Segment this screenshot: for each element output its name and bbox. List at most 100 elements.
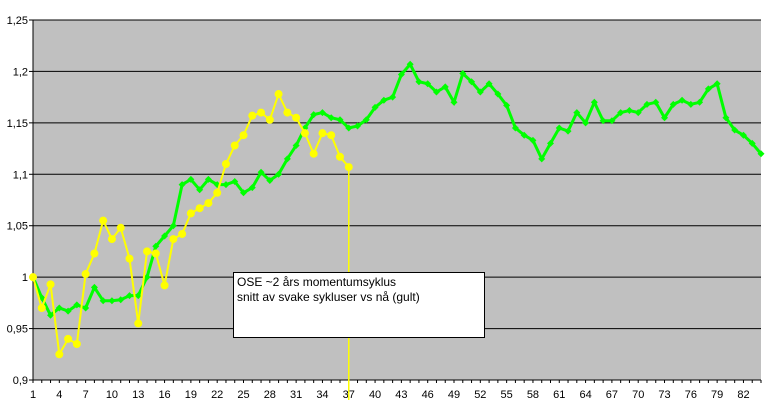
data-point <box>143 247 152 256</box>
data-point <box>582 119 590 127</box>
data-point <box>371 103 379 111</box>
data-point <box>704 85 712 93</box>
data-point <box>55 350 64 359</box>
data-point <box>722 114 730 122</box>
y-axis: 0,9 0,95 1 1,05 1,1 1,15 1,2 1,25 <box>7 15 34 387</box>
y-tick-label: 1,15 <box>7 118 28 130</box>
data-point <box>46 280 55 289</box>
data-point <box>178 229 187 238</box>
data-point <box>151 249 160 258</box>
data-point <box>494 90 502 98</box>
y-tick-label: 1,25 <box>7 15 28 27</box>
x-tick-label: 13 <box>132 389 144 401</box>
data-point <box>107 235 116 244</box>
data-point <box>125 292 133 300</box>
data-point <box>81 270 90 279</box>
data-point <box>625 107 633 115</box>
data-point <box>187 175 195 183</box>
x-tick-label: 28 <box>264 389 276 401</box>
data-point <box>564 127 572 135</box>
data-point <box>397 71 405 79</box>
data-point <box>424 80 432 88</box>
data-point <box>415 78 423 86</box>
x-tick-label: 55 <box>501 389 513 401</box>
data-point <box>196 186 204 194</box>
data-point <box>169 235 178 244</box>
data-point <box>240 189 248 197</box>
data-point <box>529 136 537 144</box>
data-point <box>669 100 677 108</box>
data-point <box>265 115 274 124</box>
yellow-series <box>29 90 353 359</box>
x-tick-label: 43 <box>395 389 407 401</box>
data-point <box>590 98 598 106</box>
data-point <box>345 124 353 132</box>
data-point <box>468 78 476 86</box>
data-point <box>99 297 107 305</box>
data-point <box>64 307 72 315</box>
data-point <box>476 88 484 96</box>
data-point <box>152 242 160 250</box>
data-point <box>161 232 169 240</box>
data-point <box>257 168 265 176</box>
data-point <box>186 209 195 218</box>
data-point <box>573 109 581 117</box>
data-point <box>617 109 625 117</box>
y-tick-label: 0,9 <box>13 375 28 387</box>
series-layer <box>29 60 765 400</box>
x-tick-label: 64 <box>579 389 591 401</box>
data-point <box>213 188 222 197</box>
data-point <box>310 111 318 119</box>
y-tick-label: 1 <box>22 272 28 284</box>
x-tick-label: 79 <box>711 389 723 401</box>
data-point <box>354 122 362 130</box>
data-point <box>275 170 283 178</box>
data-point <box>757 150 765 158</box>
x-tick-label: 25 <box>237 389 249 401</box>
data-point <box>204 199 213 208</box>
data-point <box>283 155 291 163</box>
data-point <box>108 297 116 305</box>
data-point <box>327 131 336 140</box>
data-point <box>344 163 353 172</box>
data-point <box>335 152 344 161</box>
x-tick-label: 67 <box>606 389 618 401</box>
data-point <box>73 301 81 309</box>
data-point <box>608 117 616 125</box>
data-point <box>204 175 212 183</box>
data-point <box>230 141 239 150</box>
data-point <box>336 116 344 124</box>
x-tick-label: 49 <box>448 389 460 401</box>
data-point <box>55 304 63 312</box>
x-tick-label: 10 <box>106 389 118 401</box>
y-tick-label: 1,1 <box>13 169 28 181</box>
y-tick-label: 1,05 <box>7 221 28 233</box>
data-point <box>678 96 686 104</box>
data-point <box>47 311 55 319</box>
data-point <box>432 88 440 96</box>
data-point <box>64 334 73 343</box>
x-tick-label: 7 <box>83 389 89 401</box>
data-point <box>739 131 747 139</box>
data-point <box>599 117 607 125</box>
data-point <box>555 124 563 132</box>
data-point <box>318 129 327 138</box>
x-tick-label: 70 <box>632 389 644 401</box>
green-series <box>29 60 765 319</box>
data-point <box>143 273 151 281</box>
data-point <box>362 116 370 124</box>
data-point <box>134 319 143 328</box>
y-tick-label: 1,2 <box>13 66 28 78</box>
data-point <box>37 304 46 312</box>
data-point <box>160 281 169 290</box>
data-point <box>380 96 388 104</box>
data-point <box>546 139 554 147</box>
data-point <box>82 304 90 312</box>
data-point <box>117 296 125 304</box>
data-point <box>300 129 309 138</box>
x-tick-label: 40 <box>369 389 381 401</box>
data-point <box>292 113 301 122</box>
x-tick-label: 52 <box>474 389 486 401</box>
data-point <box>538 155 546 163</box>
